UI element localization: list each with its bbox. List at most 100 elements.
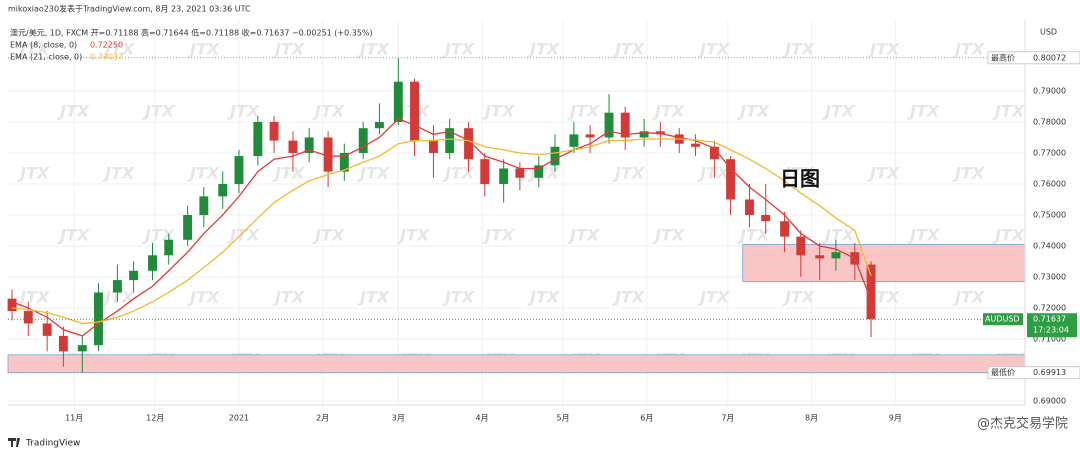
candle-body (253, 121, 263, 157)
candle-body (445, 128, 455, 153)
watermark: JTX (782, 164, 815, 183)
watermark: JTX (357, 288, 390, 307)
candle-body (77, 345, 87, 352)
watermark: JTX (612, 288, 645, 307)
symbol-label: AUDUSD (985, 315, 1020, 324)
candle-body (7, 298, 17, 312)
legend-value: 0.72250 (90, 41, 123, 50)
watermark: JTX (312, 226, 345, 245)
candle-body (831, 252, 841, 259)
ema-lines (11, 118, 872, 337)
watermark: JTX (57, 226, 90, 245)
candle-body (428, 140, 438, 153)
watermark: JTX (907, 102, 940, 121)
candle-body (148, 255, 157, 271)
watermark: JTX (567, 226, 600, 245)
candle-body (339, 152, 349, 172)
watermark: JTX (442, 288, 475, 307)
candle-body (218, 183, 228, 197)
price-level-label: 0.80072 (1033, 53, 1066, 62)
candle-body (410, 81, 419, 141)
watermark: JTX (992, 102, 1025, 121)
y-tick-label: 0.76000 (1033, 179, 1066, 188)
author-line: mikoxiao230发表于TradingView.com, 8月 23, 20… (8, 4, 251, 14)
candle-body (745, 199, 754, 215)
y-tick-label: 0.78000 (1033, 117, 1066, 126)
candle-body (709, 146, 719, 160)
watermark: JTX (612, 40, 645, 59)
candle-body (550, 146, 560, 166)
legend-name: EMA (8, close, 0) (10, 41, 77, 50)
watermark: JTX (697, 164, 730, 183)
y-tick-label: 0.79000 (1033, 86, 1066, 95)
candle-body (112, 280, 122, 293)
y-tick-label: 0.74000 (1033, 241, 1066, 250)
candle-body (288, 140, 298, 153)
candle-body (199, 196, 209, 215)
price-level-box (987, 366, 1080, 380)
watermark: JTX (357, 40, 390, 59)
candle-body (761, 214, 771, 222)
watermark: JTX (737, 226, 770, 245)
watermark: JTX (482, 226, 515, 245)
watermark: JTX (822, 102, 855, 121)
ema-line (11, 138, 872, 325)
watermark: JTX (17, 164, 50, 183)
symbol-line: 澳元/美元, 1D, FXCM 开=0.71188 高=0.71644 低=0.… (10, 28, 373, 38)
price-badge (1027, 313, 1077, 338)
candle-body (464, 128, 474, 160)
price-level-name: 最高价 (991, 52, 1015, 62)
watermark: JTX (867, 40, 900, 59)
watermark: JTX (187, 288, 220, 307)
brand: TradingView (25, 439, 80, 449)
x-tick-label: 4月 (476, 414, 489, 423)
x-tick-label: 12月 (146, 414, 164, 423)
watermark: JTX (527, 40, 560, 59)
y-tick-label: 0.71000 (1033, 334, 1066, 343)
watermark: JTX (17, 40, 50, 59)
currency-label: USD (1040, 28, 1057, 37)
watermark: JTX (187, 164, 220, 183)
candle-body (639, 131, 649, 138)
candle-body (796, 236, 806, 256)
y-tick-label: 0.75000 (1033, 210, 1066, 219)
watermark: JTX (952, 40, 985, 59)
candle-body (183, 214, 193, 240)
x-tick-label: 9月 (889, 414, 902, 423)
candle-body (129, 270, 139, 281)
y-tick-label: 0.73000 (1033, 272, 1066, 281)
watermark: JTX (272, 164, 305, 183)
candle-body (726, 159, 736, 200)
watermark: JTX (102, 40, 135, 59)
watermark: JTX (397, 226, 430, 245)
watermark: JTX (227, 226, 260, 245)
watermark: JTX (567, 102, 600, 121)
watermark: JTX (737, 102, 770, 121)
watermark: JTX (272, 288, 305, 307)
symbol-badge (983, 313, 1023, 326)
watermark: JTX (652, 102, 685, 121)
candle-body (164, 239, 174, 256)
ema-line (11, 118, 872, 337)
candle-body (815, 255, 825, 259)
candle-body (604, 112, 614, 138)
legend-value: 0.73037 (90, 53, 123, 62)
watermark: JTX (442, 40, 475, 59)
candle-body (780, 221, 790, 237)
x-tick-label: 2月 (316, 414, 329, 423)
price-label: 0.71637 (1033, 315, 1066, 324)
watermark: JTX (187, 40, 220, 59)
candle-body (690, 143, 700, 147)
candle-body (304, 137, 314, 153)
watermark: JTX (272, 40, 305, 59)
candle-body (23, 311, 33, 324)
y-tick-label: 0.77000 (1033, 148, 1066, 157)
watermark: JTX (697, 288, 730, 307)
watermark: JTX (782, 288, 815, 307)
candle-body (585, 134, 595, 138)
watermark: JTX (142, 102, 175, 121)
x-tick-label: 3月 (392, 414, 405, 423)
watermark: JTX (442, 164, 475, 183)
candle-body (393, 81, 403, 122)
